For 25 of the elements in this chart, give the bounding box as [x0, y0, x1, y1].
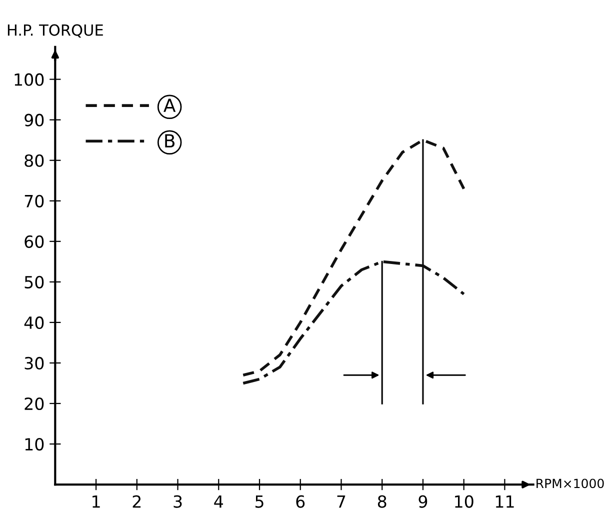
- x-tick-label: 9: [418, 495, 428, 508]
- y-tick-label: 90: [24, 114, 44, 126]
- y-tick-label: 80: [24, 154, 44, 167]
- y-tick-label: 60: [24, 235, 44, 248]
- legend-label: B: [165, 134, 175, 148]
- x-tick-label: 1: [92, 495, 100, 508]
- x-tick-label: 3: [174, 495, 182, 508]
- x-tick-label: 2: [132, 495, 141, 508]
- x-tick-label: 10: [455, 495, 474, 508]
- x-axis-title: RPM×1000: [536, 478, 604, 488]
- y-tick-label: 10: [25, 438, 44, 451]
- x-tick-label: 11: [496, 495, 514, 508]
- legend-label: A: [164, 98, 176, 112]
- y-axis-title: H.P. TORQUE: [8, 24, 103, 38]
- x-tick-label: 8: [378, 495, 386, 508]
- x-tick-label: 5: [255, 495, 264, 508]
- y-tick-label: 40: [24, 316, 44, 330]
- x-tick-label: 7: [337, 495, 346, 508]
- x-tick-label: 4: [214, 495, 224, 508]
- y-tick-label: 20: [24, 397, 44, 410]
- y-tick-label: 100: [14, 73, 44, 86]
- x-tick-label: 6: [296, 495, 305, 508]
- y-tick-label: 70: [24, 194, 44, 208]
- y-tick-label: 50: [24, 276, 44, 288]
- y-tick-label: 30: [24, 356, 44, 370]
